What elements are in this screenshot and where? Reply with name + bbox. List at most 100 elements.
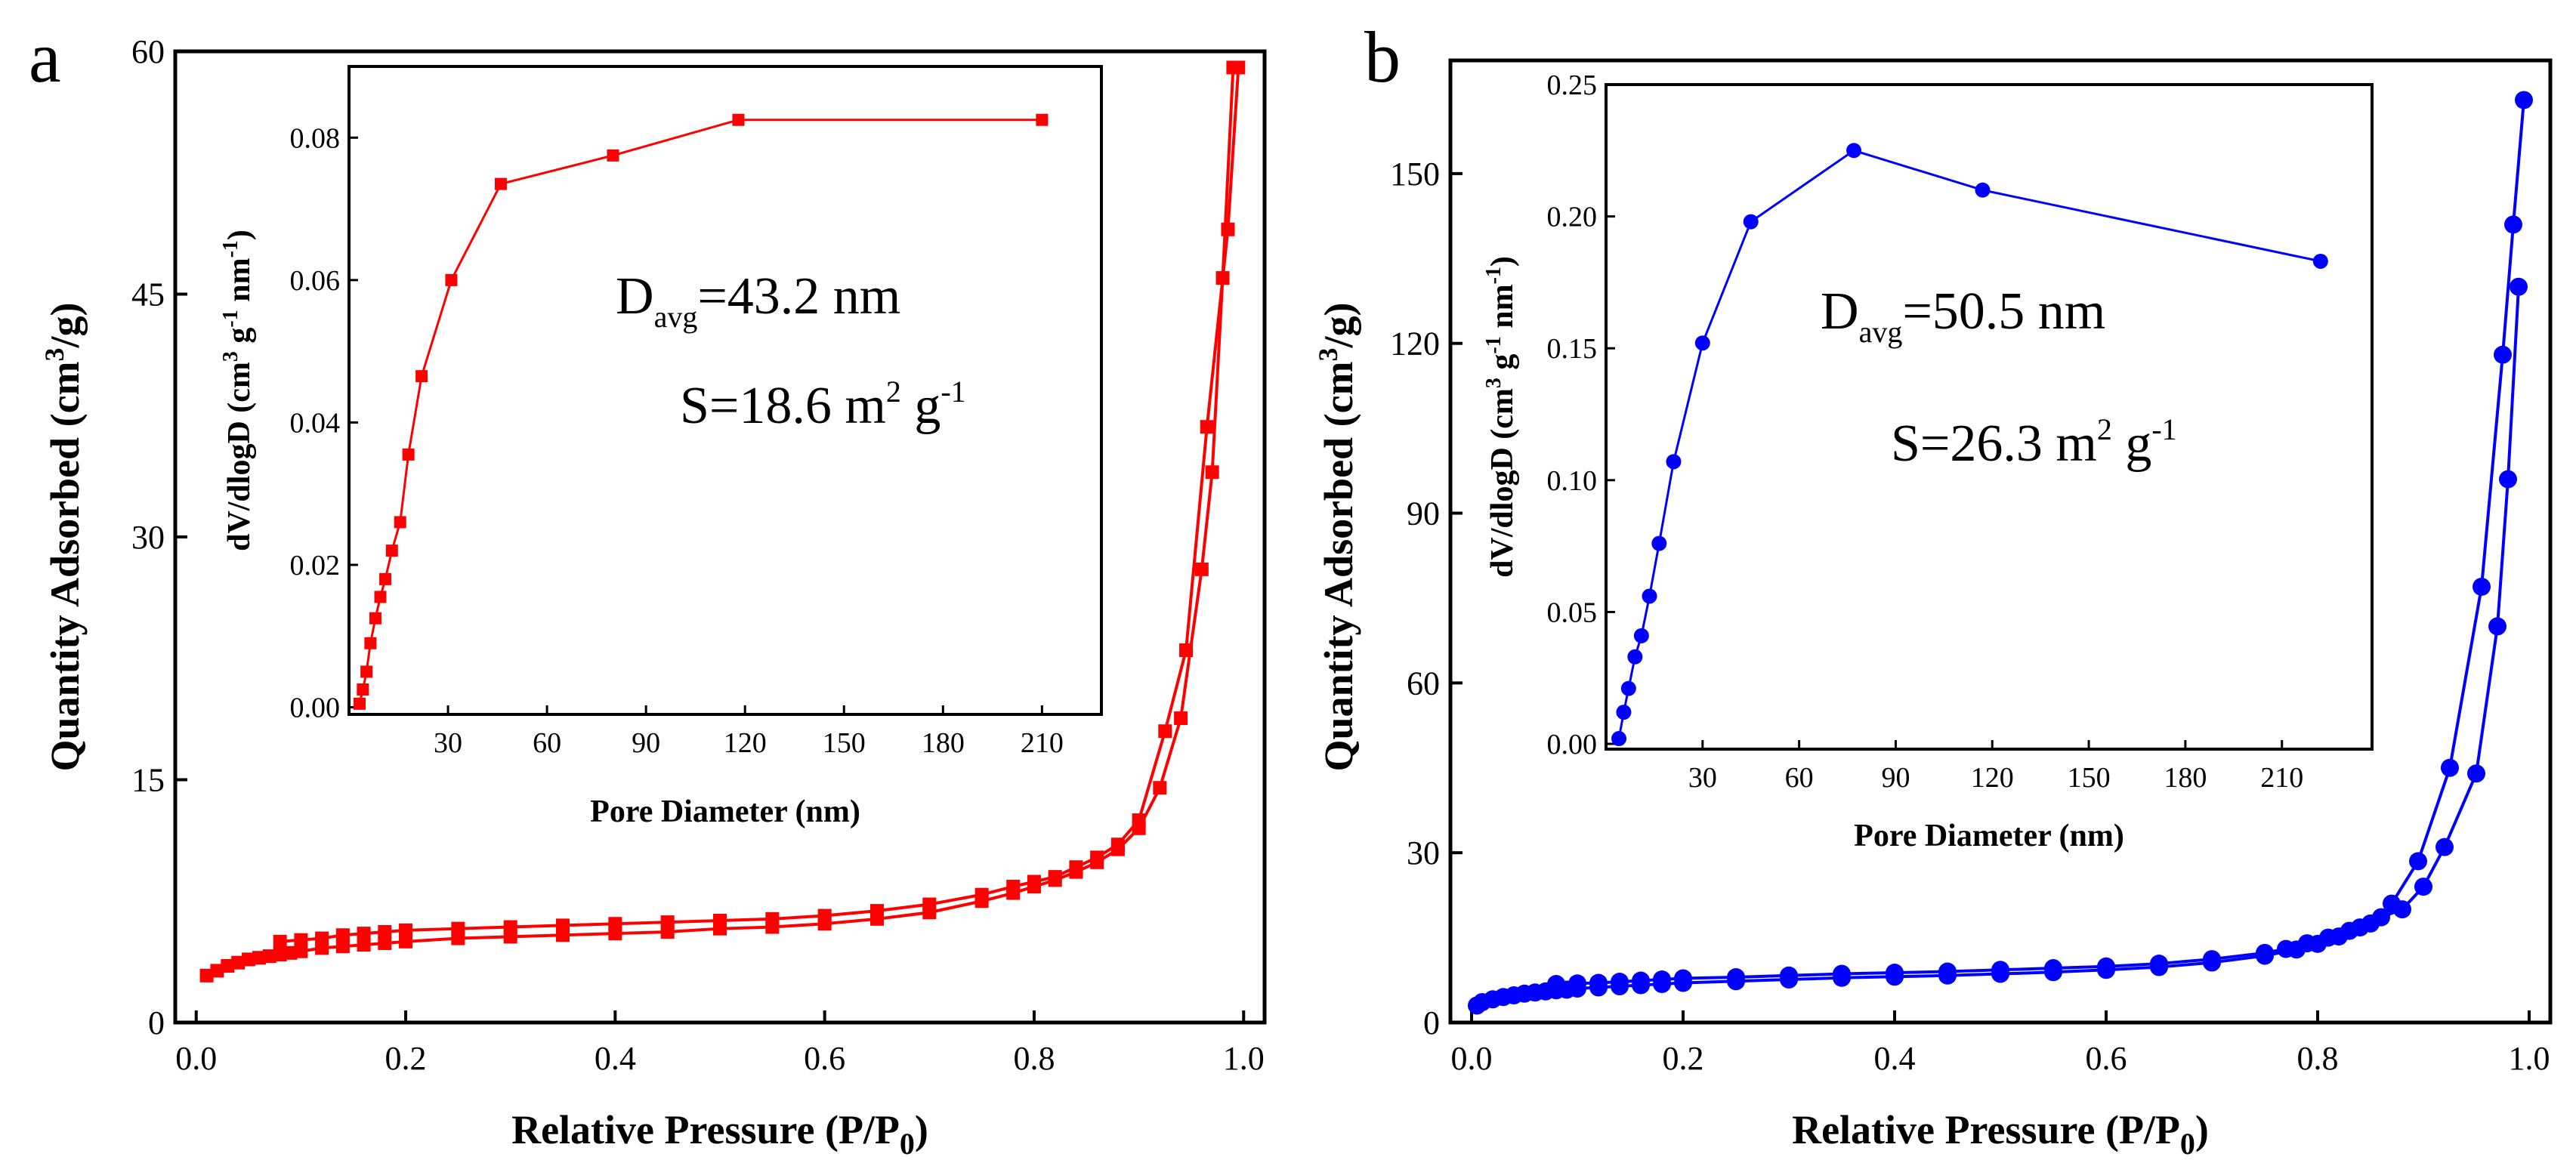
inset-x-tick-label: 30 [434, 727, 462, 759]
y-tick-label: 30 [131, 519, 165, 556]
desorption-point [1090, 850, 1104, 865]
inset-series-point [364, 637, 377, 649]
desorption-point [1027, 874, 1041, 889]
desorption-point [451, 921, 465, 936]
inset-x-tick-label: 150 [2068, 762, 2111, 794]
desorption-point [713, 913, 727, 927]
inset-y-ticks-a: 0.00 0.02 0.04 0.06 0.08 [290, 122, 358, 724]
inset-series-point [445, 273, 458, 286]
inset-x-axis-label-a: Pore Diameter (nm) [590, 794, 860, 829]
main-plot-frame-b [1448, 58, 2553, 1025]
x-tick-label: 0.0 [1451, 1040, 1493, 1077]
desorption-point [974, 887, 989, 902]
inset-y-tick-label: 0.10 [1547, 465, 1598, 497]
desorption-point [1886, 964, 1904, 982]
inset-x-tick-label: 60 [1785, 762, 1814, 794]
inset-x-tick-label: 180 [2164, 762, 2207, 794]
y-tick-label: 45 [131, 276, 165, 313]
adsorption-point [399, 934, 413, 949]
adsorption-point [2414, 878, 2432, 896]
desorption-point [2150, 955, 2168, 973]
y-axis-ticks-b: 0 30 60 90 120 150 [1390, 156, 1463, 1041]
inset-x-tick-label: 120 [1971, 762, 2014, 794]
inset-y-tick-label: 0.02 [290, 550, 341, 581]
inset-y-axis-label-b: dV/dlogD (cm3 g-1 nm-1) [1482, 256, 1520, 578]
adsorption-point [1205, 465, 1219, 480]
inset-series-point [374, 591, 387, 603]
desorption-point [1611, 973, 1629, 992]
x-tick-label: 0.4 [1874, 1040, 1916, 1077]
inset-x-tick-label: 120 [724, 727, 767, 759]
desorption-point [399, 923, 413, 937]
inset-series-point [385, 544, 398, 557]
adsorption-point [262, 949, 276, 964]
y-axis-label-b: Quantity Adsorbed (cm3/g) [1313, 302, 1361, 771]
inset-y-tick-label: 0.00 [1547, 729, 1598, 760]
inset-series-point [1620, 680, 1636, 696]
desorption-point [2340, 921, 2358, 940]
inset-series-point [1036, 113, 1049, 126]
desorption-point [273, 934, 287, 949]
inset-y-tick-label: 0.20 [1547, 202, 1598, 233]
panel-b: b 0 30 60 90 120 150 0.0 0.2 0.4 0.6 0.8 1.0 Relat… [1313, 17, 2553, 1161]
inset-series-point [607, 149, 619, 162]
x-axis-ticks-b: 0.0 0.2 0.4 0.6 0.8 1.0 [1451, 1010, 2550, 1077]
inset-series-point [1616, 705, 1632, 720]
adsorption-point [2435, 837, 2454, 856]
inset-x-tick-label: 90 [632, 727, 660, 759]
adsorption-point [273, 947, 287, 961]
inset-series-point [353, 697, 366, 710]
desorption-point [2504, 215, 2522, 234]
desorption-point [1158, 724, 1172, 739]
y-tick-label: 60 [131, 33, 165, 70]
x-tick-label: 1.0 [1223, 1040, 1265, 1077]
desorption-point [1132, 813, 1146, 828]
desorption-point [2409, 852, 2427, 871]
desorption-point [1568, 974, 1586, 993]
desorption-point [2044, 959, 2062, 978]
inset-x-tick-label: 90 [1881, 762, 1910, 794]
inset-series-point [1846, 143, 1862, 159]
inset-x-ticks-b: 30 60 90 120 150 180 210 [1688, 740, 2303, 794]
desorption-point [765, 912, 780, 926]
inset-x-tick-label: 60 [533, 727, 561, 759]
inset-pore-distribution-a [353, 113, 1049, 710]
inset-x-tick-label: 210 [1021, 727, 1064, 759]
surface-area-annotation-b: S=26.3 m2 g-1 [1891, 412, 2177, 473]
inset-series-point [1642, 588, 1657, 604]
inset-series-point [1627, 649, 1643, 665]
inset-x-axis-label-b: Pore Diameter (nm) [1854, 819, 2124, 853]
desorption-point [2383, 894, 2401, 913]
inset-series-point [1651, 535, 1667, 551]
x-tick-label: 1.0 [2509, 1040, 2550, 1077]
desorption-point [869, 904, 884, 918]
desorption-point [357, 927, 371, 941]
inset-series-point [1694, 335, 1710, 351]
inset-series-point [1611, 731, 1627, 747]
desorption-point [1938, 962, 1957, 981]
surface-area-annotation-a: S=18.6 m2 g-1 [680, 375, 966, 435]
adsorption-point [378, 936, 392, 950]
adsorption-point [199, 968, 214, 982]
adsorption-point [2499, 470, 2517, 489]
isotherm-series-a [199, 60, 1246, 982]
desorption-point [1991, 961, 2009, 979]
x-tick-label: 0.2 [1663, 1040, 1704, 1077]
desorption-point [1589, 973, 1608, 992]
desorption-point [1110, 837, 1125, 852]
desorption-point [2441, 758, 2459, 777]
inset-series-point [357, 683, 369, 696]
panel-label-b: b [1364, 17, 1401, 97]
y-axis-ticks-a: 0 15 30 45 60 [131, 33, 187, 1041]
y-tick-label: 0 [148, 1004, 165, 1041]
desorption-point [1179, 643, 1194, 658]
desorption-point [1780, 966, 1798, 985]
desorption-point [1547, 975, 1565, 994]
desorption-point [503, 920, 517, 934]
desorption-point [1674, 969, 1692, 988]
y-tick-label: 120 [1390, 325, 1440, 362]
y-tick-label: 150 [1390, 156, 1440, 193]
inset-x-tick-label: 30 [1688, 762, 1717, 794]
x-tick-label: 0.2 [385, 1040, 427, 1077]
desorption-point [2298, 934, 2316, 953]
